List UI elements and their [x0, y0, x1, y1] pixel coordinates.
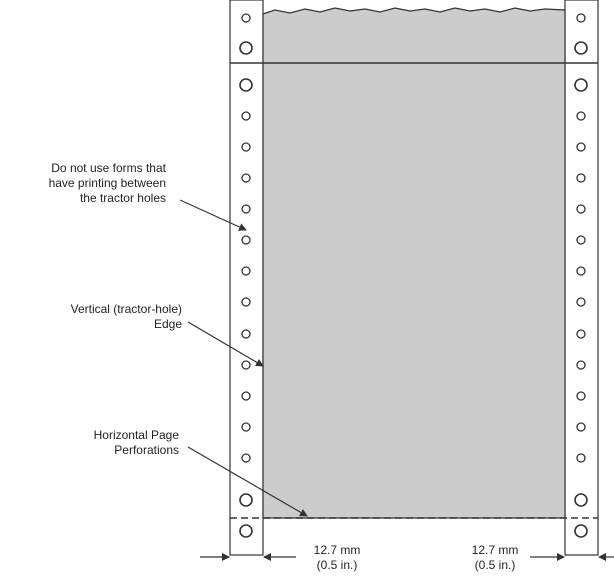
tractor-hole — [576, 391, 586, 401]
tractor-hole — [241, 391, 251, 401]
tractor-hole — [239, 41, 253, 55]
tractor-hole — [576, 173, 586, 183]
tractor-hole — [576, 13, 586, 23]
horizontal-perf-leader-arrow — [187, 446, 308, 517]
tractor-hole — [241, 329, 251, 339]
tractor-hole — [576, 142, 586, 152]
tractor-hole — [576, 422, 586, 432]
right-tractor-holes — [574, 13, 588, 538]
tractor-holes-leader-arrow — [179, 199, 247, 231]
right-margin-imperial: (0.5 in.) — [474, 558, 516, 572]
callout-line: Perforations — [114, 443, 179, 457]
tractor-hole — [576, 266, 586, 276]
left-margin-imperial: (0.5 in.) — [316, 558, 358, 572]
callout-line: have printing between — [48, 176, 166, 190]
callout-line: Edge — [153, 317, 182, 331]
tractor-hole — [241, 360, 251, 370]
tractor-hole — [574, 493, 588, 507]
tractor-hole — [239, 78, 253, 92]
tractor-hole — [576, 453, 586, 463]
tractor-hole — [241, 422, 251, 432]
tractor-hole — [241, 204, 251, 214]
right-margin-measurement: 12.7 mm (0.5 in.) — [450, 543, 540, 573]
tractor-hole — [574, 524, 588, 538]
left-margin-measurement: 12.7 mm (0.5 in.) — [292, 543, 382, 573]
tractor-hole — [576, 235, 586, 245]
tractor-hole — [241, 297, 251, 307]
vertical-edge-leader-arrow — [187, 321, 264, 367]
tractor-hole — [576, 360, 586, 370]
tractor-hole — [239, 493, 253, 507]
tractor-hole — [241, 235, 251, 245]
horizontal-perf-callout: Horizontal Page Perforations — [94, 428, 179, 458]
tractor-holes-callout: Do not use forms that have printing betw… — [49, 161, 166, 206]
left-tractor-holes — [239, 13, 253, 538]
tractor-hole — [241, 111, 251, 121]
form-page-area — [262, 7, 566, 519]
tractor-hole — [576, 111, 586, 121]
left-margin-metric: 12.7 mm — [313, 543, 361, 557]
callout-line: Horizontal Page — [93, 428, 179, 442]
callout-line: Vertical (tractor-hole) — [70, 302, 182, 316]
callout-line: the tractor holes — [79, 191, 166, 205]
tractor-hole — [241, 173, 251, 183]
vertical-edge-callout: Vertical (tractor-hole) Edge — [71, 302, 182, 332]
tractor-hole — [241, 13, 251, 23]
callout-line: Do not use forms that — [51, 161, 166, 175]
tractor-hole — [574, 41, 588, 55]
tractor-hole — [576, 204, 586, 214]
tractor-hole — [576, 297, 586, 307]
tractor-hole — [574, 78, 588, 92]
right-margin-metric: 12.7 mm — [471, 543, 519, 557]
tractor-hole — [576, 329, 586, 339]
tractor-hole — [241, 142, 251, 152]
tractor-hole — [239, 524, 253, 538]
tractor-hole — [241, 453, 251, 463]
tractor-hole — [241, 266, 251, 276]
